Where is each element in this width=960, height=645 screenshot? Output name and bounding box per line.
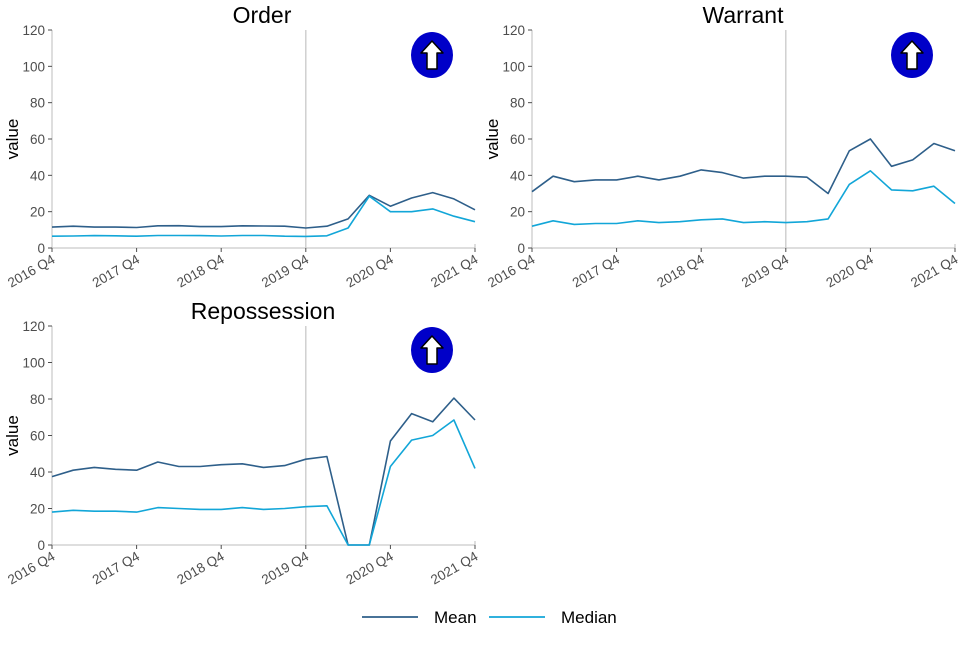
series-line-mean <box>51 191 476 229</box>
y-tick-label: 20 <box>510 205 525 220</box>
arrow-shape <box>900 40 924 70</box>
y-tick-label: 100 <box>22 356 45 371</box>
y-tick-label: 40 <box>30 168 45 183</box>
x-tick-label: 2021 Q4 <box>908 251 960 290</box>
legend: Mean Median <box>362 608 617 627</box>
x-tick-label: 2016 Q4 <box>485 251 538 290</box>
y-tick-label: 60 <box>30 429 45 444</box>
y-tick-label: 80 <box>510 96 525 111</box>
x-tick-label: 2021 Q4 <box>428 251 481 290</box>
panel-warrant: Warrant value 0 20 40 60 80 100 120 2016 Q4 2017 Q… <box>483 2 960 290</box>
series-line-mean <box>531 138 956 195</box>
y-tick-label: 100 <box>502 59 525 74</box>
x-tick-label: 2018 Q4 <box>174 548 227 587</box>
x-tick-label: 2019 Q4 <box>259 548 312 587</box>
x-tick-label: 2018 Q4 <box>174 251 227 290</box>
y-tick-label: 20 <box>30 205 45 220</box>
y-tick-label: 80 <box>30 392 45 407</box>
x-tick-label: 2017 Q4 <box>90 251 143 290</box>
series-line-mean <box>51 397 476 546</box>
series-line-median <box>531 170 956 227</box>
y-tick-label: 40 <box>510 168 525 183</box>
y-tick-label: 120 <box>22 319 45 334</box>
series-line-median <box>51 195 476 238</box>
x-tick-label: 2017 Q4 <box>570 251 623 290</box>
panel-title: Warrant <box>703 2 785 28</box>
panel-title: Repossession <box>191 298 335 324</box>
y-tick-label: 0 <box>37 538 45 553</box>
y-axis-label: value <box>3 415 22 456</box>
arrow-shape <box>420 40 444 70</box>
y-tick-label: 40 <box>30 465 45 480</box>
panel-title: Order <box>233 2 292 28</box>
x-tick-label: 2020 Q4 <box>344 548 397 587</box>
y-tick-label: 80 <box>30 96 45 111</box>
up-arrow-icon <box>411 32 453 78</box>
legend-label-mean: Mean <box>434 608 477 627</box>
x-tick-label: 2020 Q4 <box>824 251 877 290</box>
arrow-shape <box>420 335 444 365</box>
x-tick-label: 2021 Q4 <box>428 548 481 587</box>
y-tick-label: 0 <box>517 241 525 256</box>
x-tick-label: 2018 Q4 <box>654 251 707 290</box>
y-tick-label: 20 <box>30 502 45 517</box>
up-arrow-icon <box>411 327 453 373</box>
x-tick-label: 2020 Q4 <box>344 251 397 290</box>
y-tick-label: 0 <box>37 241 45 256</box>
x-tick-label: 2016 Q4 <box>5 548 58 587</box>
y-tick-label: 100 <box>22 59 45 74</box>
up-arrow-icon <box>891 32 933 78</box>
x-tick-label: 2016 Q4 <box>5 251 58 290</box>
x-tick-label: 2019 Q4 <box>739 251 792 290</box>
y-tick-label: 60 <box>510 132 525 147</box>
series-line-median <box>51 419 476 546</box>
y-tick-label: 60 <box>30 132 45 147</box>
y-tick-label: 120 <box>502 23 525 38</box>
legend-label-median: Median <box>561 608 617 627</box>
x-tick-label: 2019 Q4 <box>259 251 312 290</box>
y-axis-label: value <box>483 119 502 160</box>
y-axis-label: value <box>3 119 22 160</box>
y-tick-label: 120 <box>22 23 45 38</box>
x-tick-label: 2017 Q4 <box>90 548 143 587</box>
panel-order: Order value 0 20 40 60 80 100 120 2016 Q4 2017 Q4 2… <box>3 2 481 290</box>
panel-repossession: Repossession value 0 20 40 60 80 100 120 2016 Q4 2… <box>3 298 481 587</box>
